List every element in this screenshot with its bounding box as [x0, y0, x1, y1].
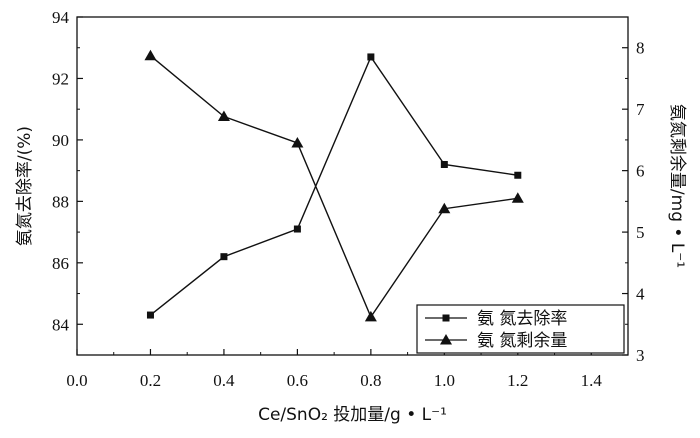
y-left-tick-label: 84	[52, 315, 70, 334]
series-layer	[144, 49, 524, 322]
y-right-tick-label: 6	[636, 162, 645, 181]
legend-marker-square	[442, 314, 450, 322]
data-point-triangle	[438, 202, 451, 214]
x-tick-label: 0.6	[287, 371, 308, 390]
legend-label-residual: 氨 氮剩余量	[477, 331, 567, 351]
x-tick-label: 0.0	[66, 371, 87, 390]
y-right-tick-label: 8	[636, 39, 645, 58]
y-left-tick-label: 94	[52, 8, 70, 27]
x-tick-label: 0.2	[140, 371, 161, 390]
data-point-triangle	[144, 49, 157, 61]
data-point-square	[146, 311, 154, 319]
data-point-square	[367, 53, 375, 61]
data-point-triangle	[511, 192, 524, 203]
plot-frame	[76, 16, 629, 356]
data-point-square	[440, 160, 448, 168]
legend-label-removal-rate: 氨 氮去除率	[477, 309, 567, 329]
x-tick-label: 0.8	[360, 371, 381, 390]
x-axis-title: Ce/SnO₂ 投加量/g • L⁻¹	[258, 405, 447, 425]
y-left-tick-label: 90	[52, 131, 69, 150]
y-left-tick-label: 86	[52, 254, 69, 273]
data-point-triangle	[364, 310, 377, 322]
y-right-tick-label: 7	[636, 100, 645, 119]
y-right-axis-ticks: 3 4 5 6 7 8	[622, 16, 645, 365]
x-tick-label: 1.4	[581, 371, 603, 390]
y-right-tick-label: 3	[636, 346, 645, 365]
x-tick-label: 1.0	[434, 371, 455, 390]
x-tick-label: 1.2	[507, 371, 528, 390]
y-right-tick-label: 4	[636, 285, 645, 304]
y-left-axis-title: 氨氮去除率/(%)	[15, 126, 35, 246]
y-left-tick-label: 88	[52, 192, 69, 211]
y-right-axis-title: 氨氮剩余量/mg • L⁻¹	[667, 104, 687, 268]
y-left-axis-ticks: 84 86 88 90 92 94	[52, 8, 83, 356]
legend-box	[416, 304, 625, 354]
data-point-square	[514, 171, 522, 179]
series-line-1	[150, 55, 518, 319]
data-point-square	[293, 225, 301, 233]
legend-marker-triangle	[440, 334, 452, 345]
y-left-tick-label: 92	[52, 69, 69, 88]
x-tick-label: 0.4	[213, 371, 235, 390]
y-right-tick-label: 5	[636, 223, 645, 242]
data-point-triangle	[291, 136, 304, 148]
legend: 氨 氮去除率 氨 氮剩余量	[416, 304, 625, 354]
series-line-0	[150, 55, 518, 316]
data-point-triangle	[217, 110, 230, 122]
data-point-square	[220, 253, 228, 261]
